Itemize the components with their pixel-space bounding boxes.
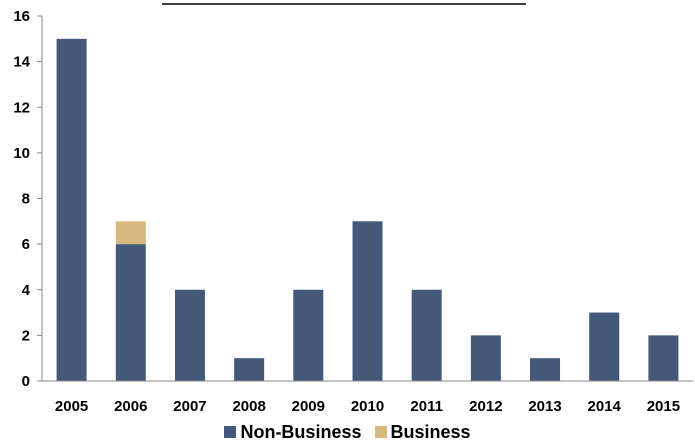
bar-non-business-2007 [174,289,205,381]
legend-swatch-non-business [224,426,237,438]
legend-item-non-business: Non-Business [224,421,361,443]
bar-non-business-2009 [293,289,324,381]
bars-layer [56,38,679,381]
x-tick-label: 2007 [173,398,206,415]
x-tick-label: 2012 [469,398,502,415]
x-tick-label: 2009 [292,398,325,415]
y-tick-label: 4 [22,282,31,299]
y-tick-label: 8 [22,191,30,208]
bar-non-business-2008 [234,358,265,381]
y-tick-label: 14 [13,54,30,71]
y-tick-label: 12 [13,99,30,116]
x-tick-label: 2005 [55,398,88,415]
x-tick-label: 2015 [647,398,680,415]
x-tick-label: 2008 [232,398,265,415]
bar-non-business-2013 [530,358,561,381]
x-tick-label: 2013 [528,398,561,415]
x-tick-label: 2011 [410,398,443,415]
x-axis: 2005 2006 2007 2008 2009 2010 2011 2012 2013 2014… [55,398,680,415]
x-tick-label: 2006 [114,398,147,415]
y-tick-label: 16 [13,8,30,25]
y-tick-label: 10 [13,145,30,162]
legend-item-business: Business [374,421,471,443]
legend: Non-Business Business [0,421,695,443]
y-tick-label: 0 [22,373,30,390]
x-tick-label: 2014 [588,398,622,415]
y-axis: 0 2 4 6 8 10 12 14 16 [13,8,42,390]
bar-non-business-2005 [56,38,87,381]
bar-non-business-2014 [589,312,620,381]
bar-non-business-2012 [470,335,501,381]
legend-label-non-business: Non-Business [240,422,362,442]
x-tick-label: 2010 [351,398,384,415]
bar-non-business-2011 [411,289,442,381]
bar-non-business-2006 [115,244,146,381]
y-tick-label: 6 [22,236,30,253]
bar-non-business-2015 [648,335,679,381]
legend-label-business: Business [390,422,471,442]
bar-non-business-2010 [352,221,383,381]
legend-swatch-business [374,426,387,438]
y-tick-label: 2 [22,327,30,344]
bar-business-2006 [115,221,146,245]
